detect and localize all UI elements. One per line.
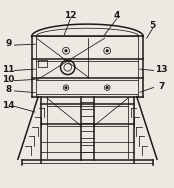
Bar bbox=[38, 60, 47, 67]
Text: 5: 5 bbox=[150, 21, 156, 30]
Circle shape bbox=[65, 50, 67, 52]
Text: 9: 9 bbox=[5, 39, 12, 48]
Text: 11: 11 bbox=[2, 65, 15, 74]
Circle shape bbox=[106, 87, 108, 89]
Text: 12: 12 bbox=[64, 11, 77, 20]
Text: 14: 14 bbox=[2, 101, 15, 110]
Text: 10: 10 bbox=[2, 75, 15, 84]
Text: 7: 7 bbox=[158, 82, 164, 91]
Text: 13: 13 bbox=[155, 65, 168, 74]
Text: 4: 4 bbox=[113, 11, 120, 20]
Circle shape bbox=[65, 87, 67, 89]
Circle shape bbox=[106, 50, 108, 52]
Text: 8: 8 bbox=[5, 85, 12, 94]
